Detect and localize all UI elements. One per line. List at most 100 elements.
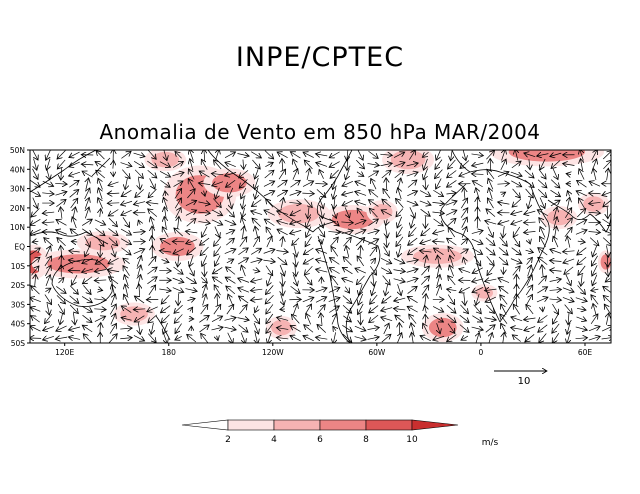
wind-arrow (211, 219, 223, 225)
wind-arrow (211, 327, 223, 330)
wind-arrow (448, 276, 456, 286)
wind-arrow (47, 303, 49, 315)
shade-region (583, 196, 605, 212)
wind-arrow (95, 228, 105, 235)
wind-arrow (498, 278, 510, 283)
wind-arrow (487, 198, 494, 209)
wind-arrow (199, 325, 209, 333)
colorbar-units-label: m/s (482, 438, 499, 448)
wind-arrow (540, 158, 546, 170)
wind-arrow (56, 295, 66, 303)
wind-arrow (589, 181, 601, 187)
wind-arrow (602, 237, 611, 246)
wind-arrow (369, 305, 379, 313)
wind-arrow (226, 304, 234, 315)
wind-arrow (86, 178, 89, 190)
wind-arrow (30, 190, 41, 197)
wind-arrow (282, 274, 283, 286)
wind-arrow (567, 322, 570, 335)
wind-arrow (263, 181, 275, 187)
wind-arrow (500, 159, 506, 171)
y-tick-label: 40N (10, 165, 25, 174)
wind-arrow (239, 237, 247, 247)
y-tick-label: 40S (11, 320, 26, 329)
wind-arrow (446, 304, 456, 313)
wind-arrow (316, 249, 328, 253)
wind-arrow (160, 305, 171, 313)
wind-arrow (529, 239, 531, 244)
colorbar-segment (227, 419, 275, 431)
wind-arrow (460, 198, 467, 209)
wind-arrow (588, 212, 601, 213)
wind-arrow (120, 163, 132, 167)
wind-arrow (511, 180, 521, 187)
wind-arrow (187, 189, 195, 199)
wind-arrow (562, 287, 574, 292)
wind-arrow (472, 267, 483, 274)
wind-arrow (356, 275, 365, 285)
wind-arrow (449, 265, 454, 277)
wind-arrow (185, 200, 197, 207)
wind-arrow (121, 247, 131, 255)
wind-arrow (211, 316, 223, 322)
wind-arrow (98, 198, 103, 209)
wind-arrow (174, 228, 183, 237)
wind-arrow (186, 240, 198, 244)
wind-arrow (471, 154, 484, 156)
wind-arrow (159, 170, 171, 177)
wind-arrow (125, 177, 127, 190)
wind-arrow (238, 278, 250, 282)
y-tick-label: 50N (10, 146, 25, 155)
wind-arrow (393, 309, 406, 310)
wind-arrow (264, 150, 274, 159)
wind-arrow (593, 168, 596, 181)
wind-arrow (380, 257, 392, 263)
wind-arrow (419, 200, 431, 205)
wind-arrow (56, 219, 67, 226)
wind-arrow (526, 294, 533, 305)
wind-arrow (380, 154, 392, 155)
coastline-arabia-india (547, 199, 611, 233)
wind-arrow (122, 217, 130, 227)
wind-arrow (241, 217, 245, 228)
wind-arrow (202, 226, 208, 238)
wind-arrow (121, 209, 132, 215)
wind-arrow (280, 309, 285, 310)
wind-arrow (589, 202, 601, 203)
wind-arrow (382, 275, 391, 285)
wind-arrow (174, 304, 183, 313)
wind-arrow (485, 296, 497, 302)
wind-arrow (578, 198, 585, 209)
wind-arrow (421, 266, 429, 276)
wind-arrow (250, 289, 263, 291)
wind-arrow (96, 151, 105, 160)
wind-arrow (290, 286, 301, 293)
wind-arrow (550, 179, 560, 188)
wind-arrow (411, 332, 413, 343)
wind-arrow (213, 198, 221, 208)
wind-arrow (111, 245, 115, 257)
wind-arrow (344, 207, 349, 218)
wind-arrow (526, 257, 533, 265)
wind-arrow (319, 216, 323, 228)
wind-arrow (237, 258, 248, 265)
wind-arrow (319, 170, 323, 179)
wind-arrow (355, 201, 367, 205)
wind-arrow (211, 209, 223, 216)
wind-arrow (501, 192, 505, 195)
wind-arrow (163, 332, 167, 343)
wind-arrow (317, 305, 325, 315)
wind-arrow (592, 245, 598, 257)
wind-arrow (172, 161, 183, 168)
wind-arrow (122, 169, 130, 179)
wind-arrow (45, 275, 50, 286)
wind-arrow (253, 236, 259, 248)
wind-arrow (69, 161, 80, 167)
wind-arrow (487, 169, 495, 180)
wind-arrow (57, 150, 66, 160)
wind-arrow (497, 183, 509, 184)
wind-arrow (563, 163, 575, 165)
wind-arrow (553, 313, 559, 324)
wind-arrow (385, 226, 387, 238)
wind-arrow (224, 327, 236, 330)
